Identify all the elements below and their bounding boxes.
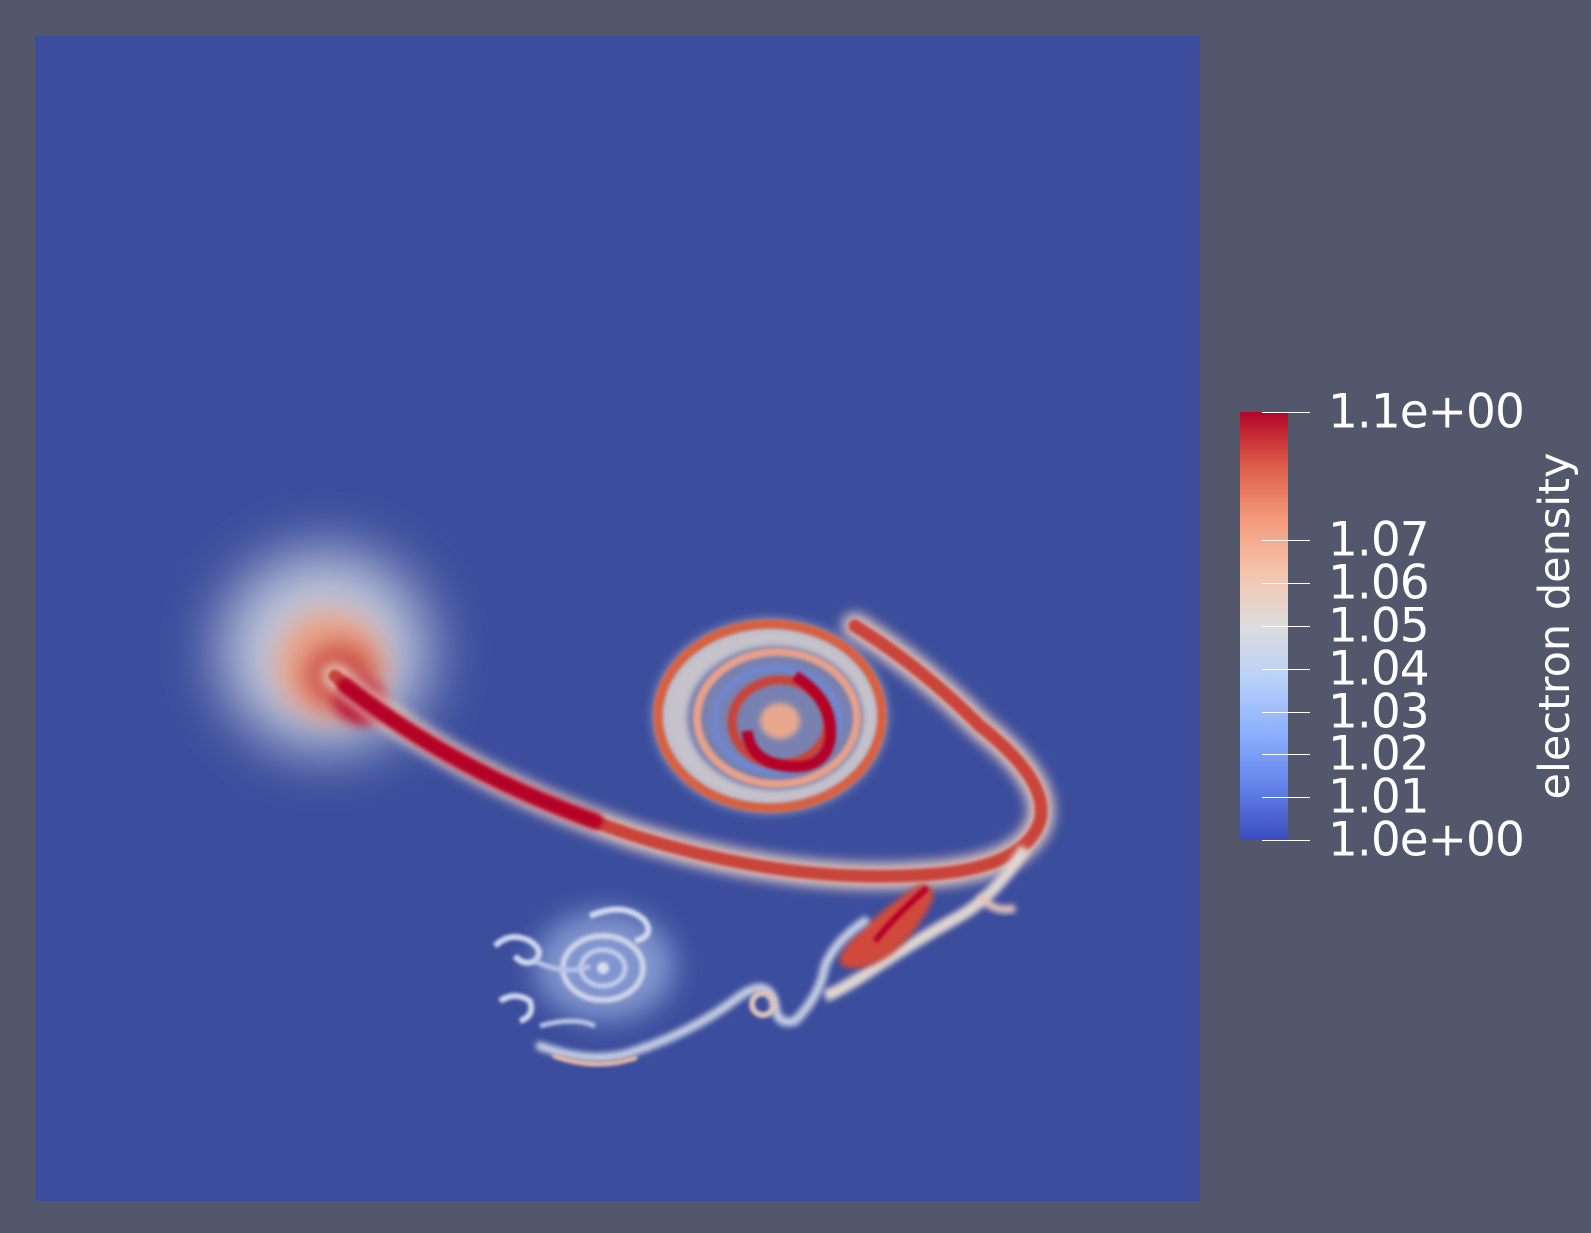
faint-vortex-cluster (492, 906, 675, 1029)
colorbar-tick (1262, 711, 1310, 713)
colorbar-tick (1262, 412, 1310, 413)
colorbar-title: electron density (1530, 452, 1580, 800)
colorbar-tick (1262, 626, 1310, 627)
colorbar-tick (1262, 754, 1310, 756)
spiral-vortex (653, 619, 887, 813)
colorbar-tick-label: 1.0e+00 (1328, 812, 1525, 868)
bottom-filaments (535, 916, 870, 1067)
filament-tail (322, 613, 1055, 890)
colorbar-tick-label: 1.06 (1328, 555, 1430, 611)
colorbar-tick (1262, 583, 1310, 585)
colorbar-tick (1262, 797, 1310, 799)
field-background (35, 36, 1200, 1201)
colorbar-tick-label: 1.03 (1328, 684, 1430, 740)
colorbar-tick-label: 1.02 (1328, 726, 1430, 782)
colorbar-tick (1262, 840, 1310, 841)
colorbar-tick-label: 1.1e+00 (1328, 384, 1525, 440)
lower-curl (822, 844, 1031, 1002)
colorbar-tick-label: 1.04 (1328, 641, 1430, 697)
colorbar-tick (1262, 668, 1310, 670)
colorbar-tick-label: 1.05 (1328, 598, 1430, 654)
colorbar-tick-label: 1.07 (1328, 512, 1430, 568)
colorbar-tick-label: 1.01 (1328, 769, 1430, 825)
density-field (35, 36, 1200, 1201)
render-viewport[interactable] (35, 36, 1200, 1201)
colorbar-tick (1262, 540, 1310, 542)
